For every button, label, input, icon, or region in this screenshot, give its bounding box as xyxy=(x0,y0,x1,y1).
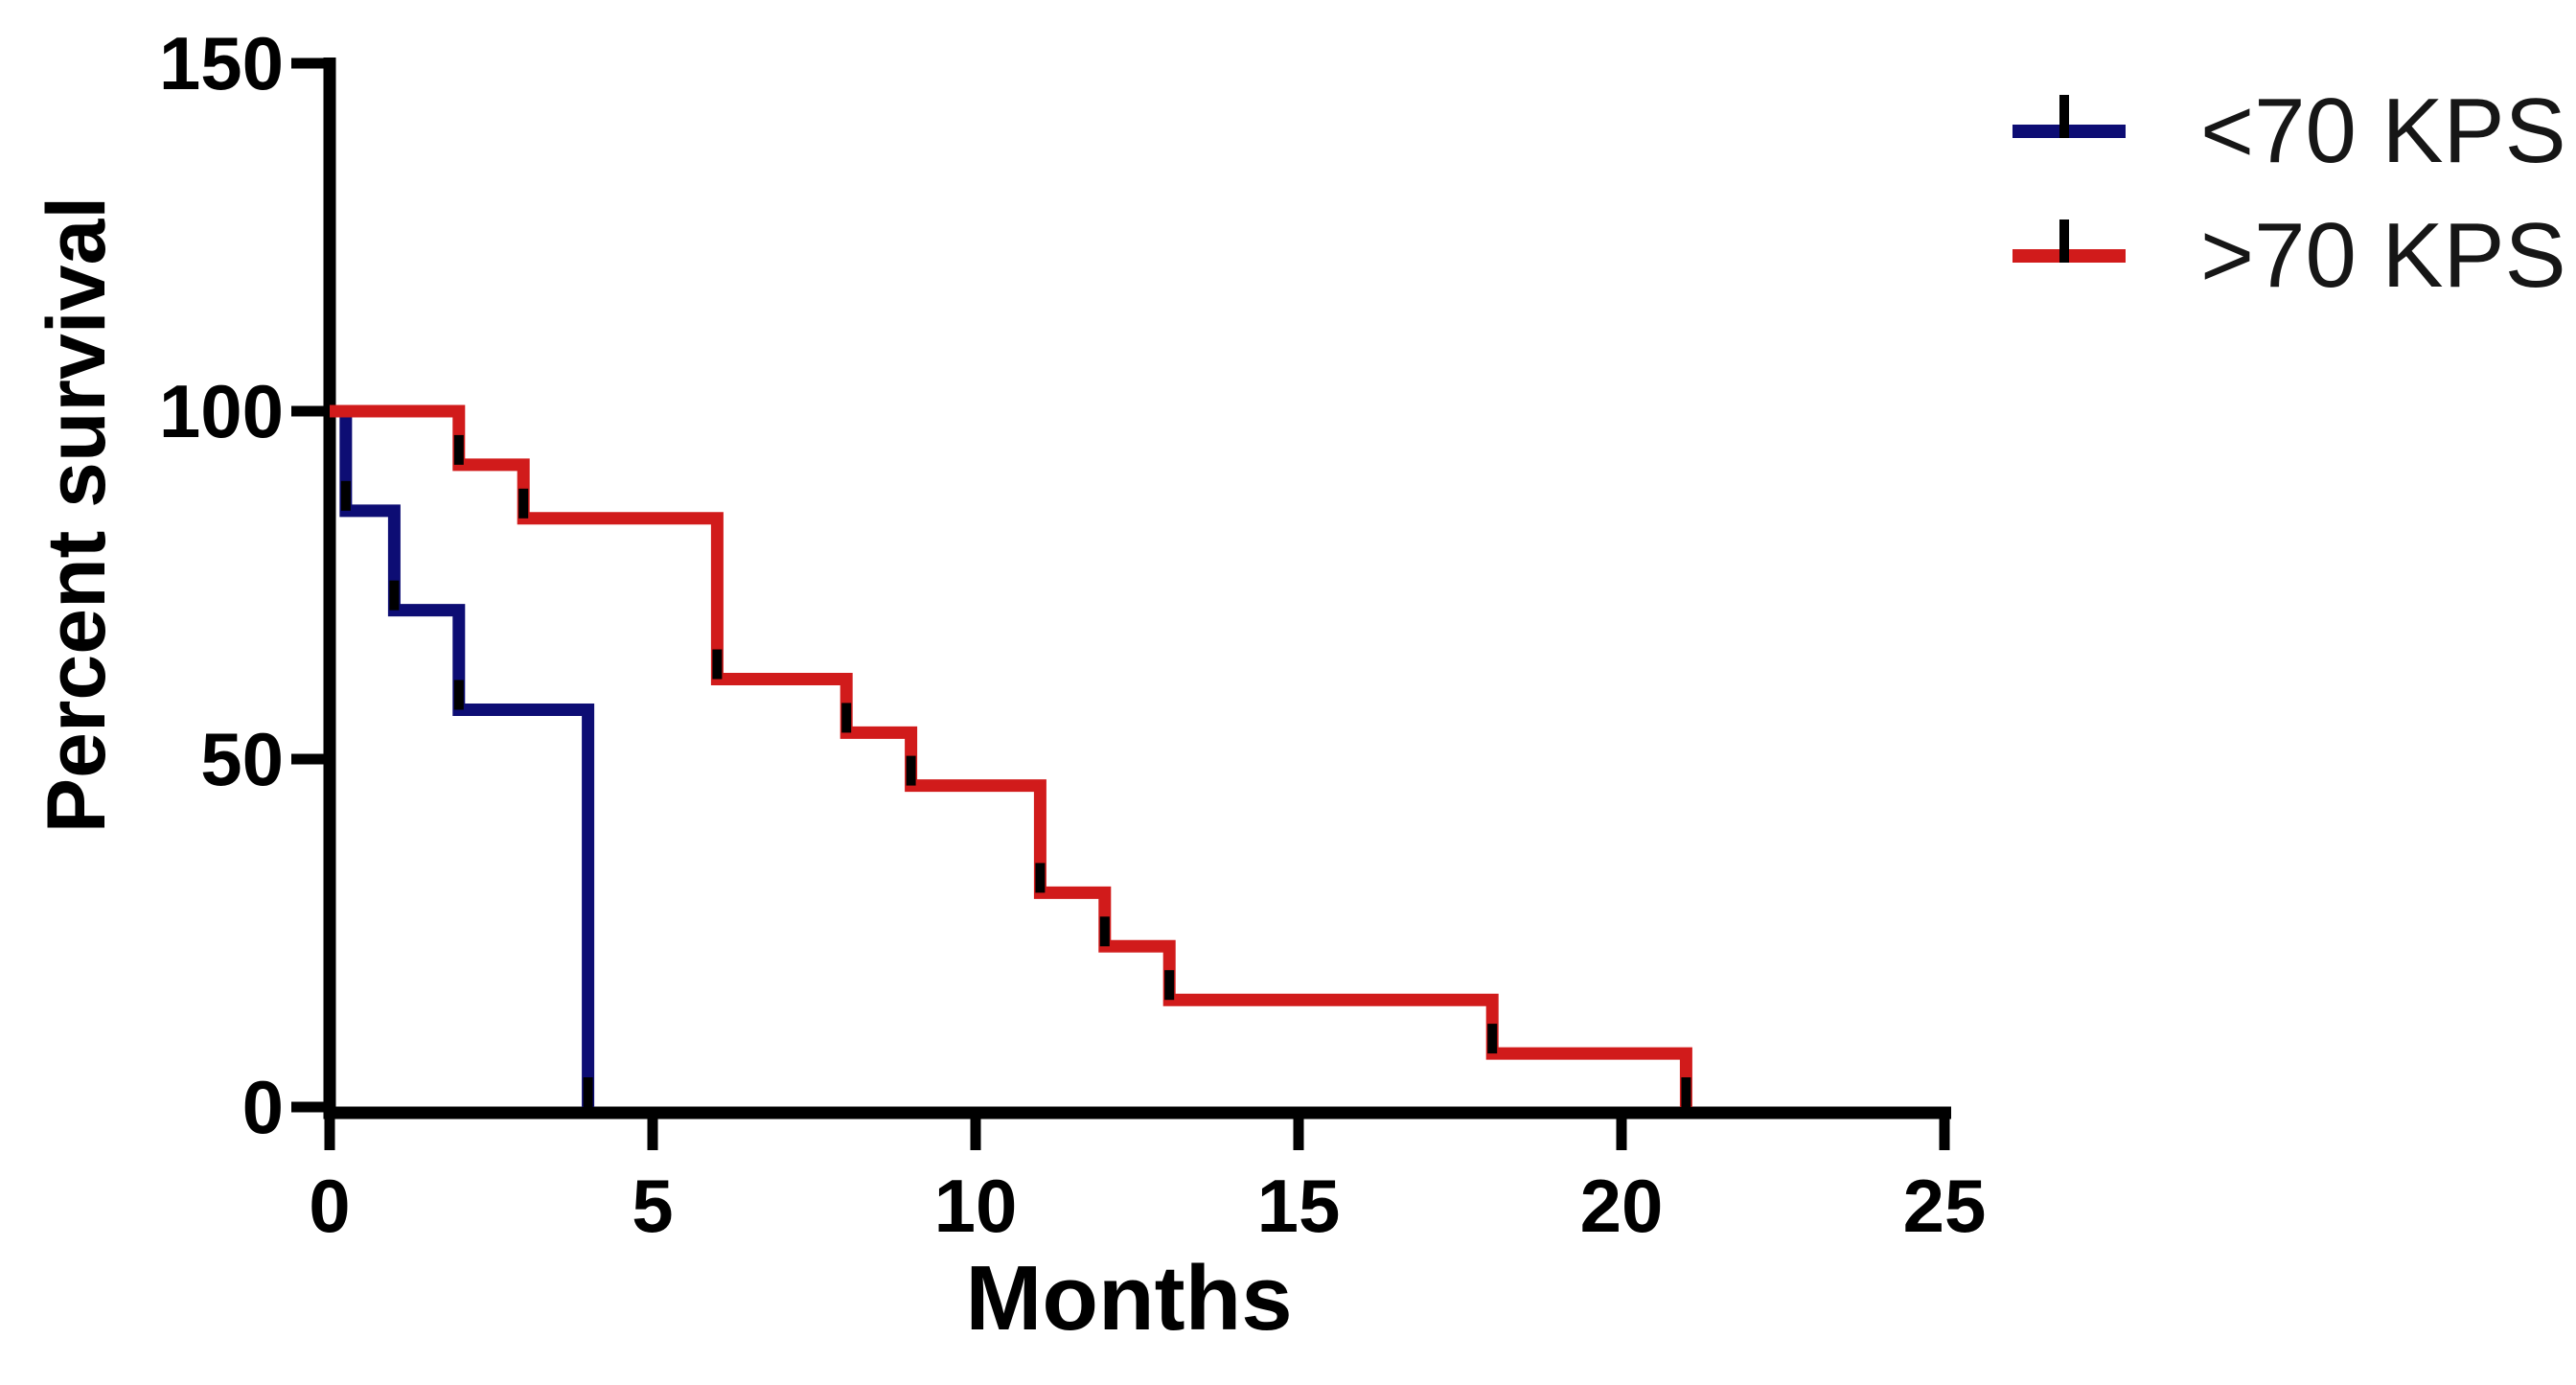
event-tick-70kps-m2 xyxy=(453,680,464,710)
x-axis-title: Months xyxy=(965,1247,1293,1350)
y-tick-label-150: 150 xyxy=(159,21,284,105)
event-tick-70kps-m13 xyxy=(1164,970,1175,1001)
legend-label: <70 KPS xyxy=(2200,80,2566,182)
x-tick-label-20: 20 xyxy=(1580,1164,1664,1248)
x-tick-label-0: 0 xyxy=(309,1164,350,1248)
event-tick-70kps-m4 xyxy=(583,1077,593,1107)
y-tick-label-100: 100 xyxy=(159,369,284,453)
x-tick-label-25: 25 xyxy=(1903,1164,1987,1248)
event-tick-70kps-m2 xyxy=(453,434,464,465)
y-axis-title: Percent survival xyxy=(31,196,123,834)
event-tick-70kps-m8 xyxy=(841,703,852,733)
legend-item-gt70kps: >70 KPS xyxy=(2012,204,2566,307)
y-tick-label-0: 0 xyxy=(242,1065,284,1149)
legend-line-sample-red xyxy=(2012,219,2126,263)
event-tick-70kps-m12 xyxy=(1099,916,1110,947)
legend-item-lt70kps: <70 KPS xyxy=(2012,80,2566,182)
x-tick-label-15: 15 xyxy=(1257,1164,1341,1248)
event-tick-70kps-m3 xyxy=(518,488,529,519)
event-tick-70kps-m9 xyxy=(906,755,916,786)
y-tick-label-50: 50 xyxy=(200,717,284,801)
legend-label: >70 KPS xyxy=(2200,204,2566,307)
event-tick-70kps-m18 xyxy=(1487,1024,1498,1054)
x-tick-label-10: 10 xyxy=(934,1164,1018,1248)
event-tick-70kps-m6 xyxy=(712,649,723,680)
event-tick-70kps-m21 xyxy=(1681,1077,1691,1107)
censor-tick-icon xyxy=(2059,219,2069,263)
censor-tick-icon xyxy=(2059,95,2069,138)
x-tick-label-5: 5 xyxy=(632,1164,673,1248)
event-tick-70kps-m11 xyxy=(1035,863,1046,893)
event-tick-70kps-m0.25 xyxy=(340,480,351,511)
legend-line-sample-blue xyxy=(2012,95,2126,138)
event-tick-70kps-m1 xyxy=(389,580,400,611)
series-70kps-curve xyxy=(330,404,1692,1107)
